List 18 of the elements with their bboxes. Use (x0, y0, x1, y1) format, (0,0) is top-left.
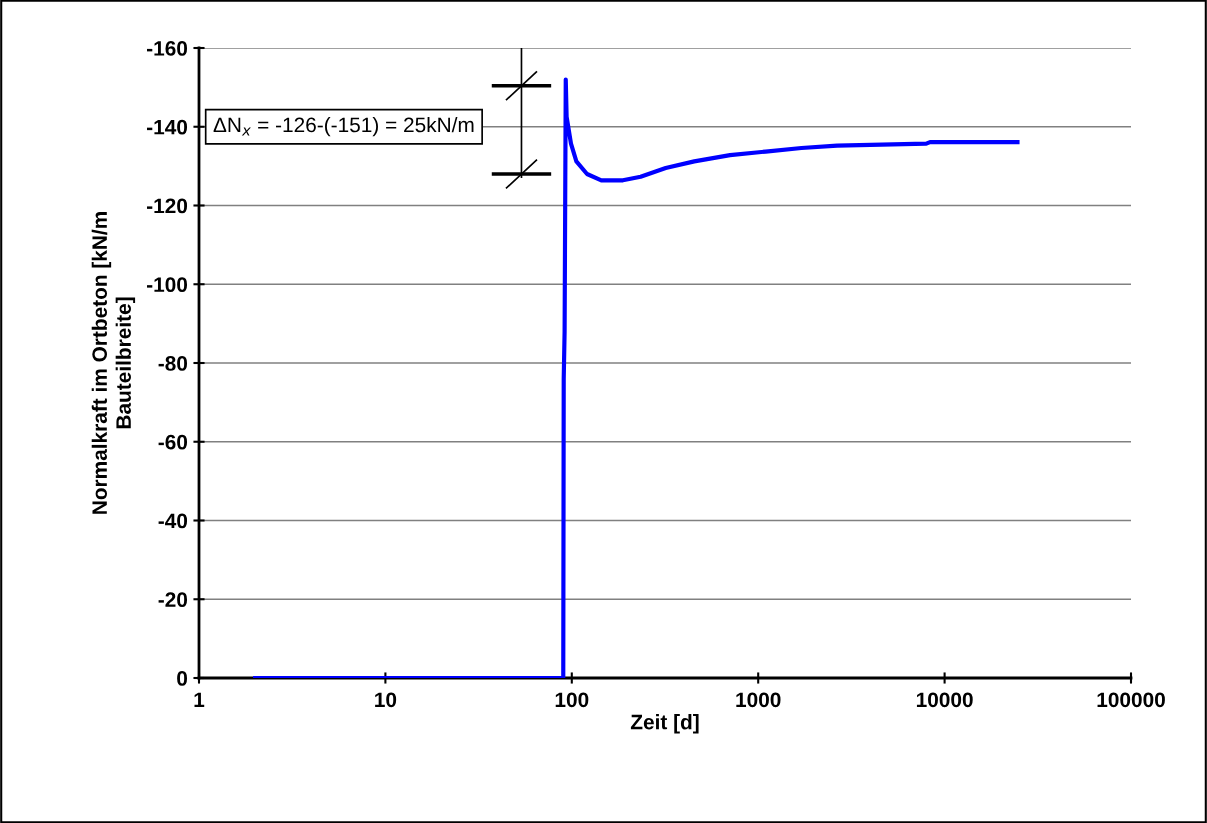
y-tick-label: -160 (147, 41, 188, 56)
y-tick-label: -60 (158, 434, 188, 450)
x-axis-title: Zeit [d] (630, 714, 699, 734)
y-tick-label: -20 (158, 592, 188, 607)
x-tick-label: 1 (194, 692, 205, 707)
x-tick-label: 100000 (1097, 692, 1165, 708)
y-tick-label: 0 (177, 671, 188, 686)
x-tick-label: 1000 (736, 692, 781, 708)
y-axis-title: Normalkraft im Ortbeton [kN/m Bauteilbreite] (91, 212, 136, 514)
y-tick-label: -120 (147, 198, 188, 214)
y-tick-label: -40 (158, 513, 188, 529)
x-tick-label: 100 (555, 692, 589, 708)
annotation: ΔN$_{x}$ = -126-(-151) = 25kN/m (213, 116, 474, 137)
y-tick-label: -80 (158, 356, 188, 371)
x-tick-label: 10000 (916, 692, 973, 708)
x-tick-label: 10 (375, 692, 397, 708)
y-tick-label: -140 (147, 119, 188, 135)
y-tick-label: -100 (147, 277, 188, 292)
